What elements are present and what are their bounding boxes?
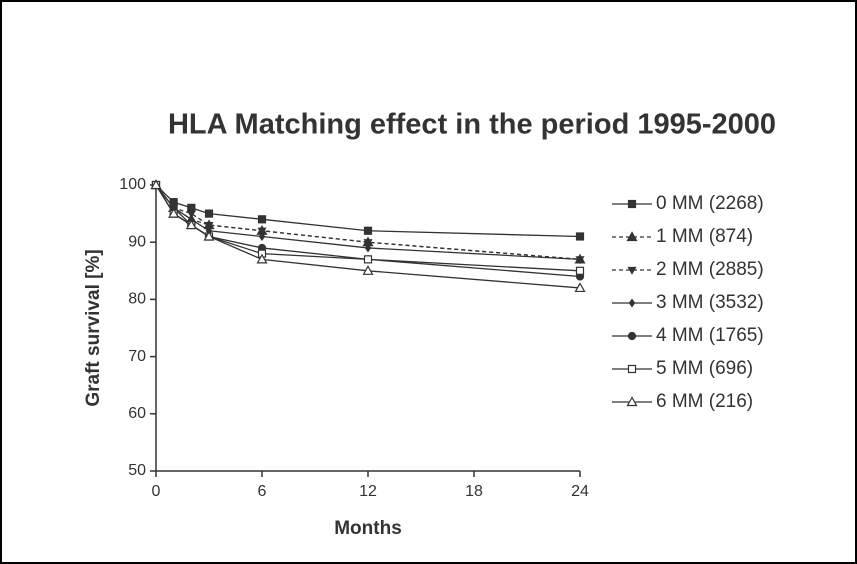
marker: [363, 255, 373, 264]
marker: [363, 226, 373, 235]
marker: [627, 199, 637, 209]
marker: [364, 243, 372, 253]
marker: [576, 254, 584, 264]
marker: [574, 282, 586, 293]
marker: [626, 396, 638, 407]
y-tick-label: 90: [128, 233, 146, 250]
y-tick-label: 50: [128, 462, 146, 479]
legend-label: 0 MM (2268): [656, 193, 764, 214]
legend-label: 1 MM (874): [656, 226, 753, 247]
marker: [204, 209, 214, 218]
marker: [203, 230, 215, 241]
marker: [627, 266, 637, 275]
y-tick-label: 60: [128, 405, 146, 422]
marker: [627, 331, 637, 341]
marker: [258, 231, 266, 242]
legend-label: 5 MM (696): [656, 358, 753, 379]
y-tick-label: 80: [128, 291, 146, 308]
marker: [627, 364, 637, 374]
marker: [256, 253, 268, 264]
x-tick-label: 0: [152, 483, 161, 500]
marker: [204, 221, 214, 230]
y-axis-label: Graft survival [%]: [83, 249, 104, 406]
x-tick-label: 6: [258, 483, 267, 500]
legend-label: 4 MM (1765): [656, 325, 764, 346]
marker: [628, 298, 636, 308]
marker: [168, 207, 180, 218]
legend-label: 6 MM (216): [656, 391, 753, 412]
marker: [257, 227, 267, 236]
chart-title: HLA Matching effect in the period 1995-2…: [168, 109, 776, 141]
marker: [186, 210, 196, 219]
legend-label: 2 MM (2885): [656, 259, 764, 280]
marker: [363, 239, 373, 247]
marker: [575, 266, 585, 275]
x-tick-label: 24: [571, 483, 589, 500]
marker: [187, 203, 196, 212]
marker: [626, 231, 638, 242]
x-tick-label: 12: [359, 483, 377, 500]
legend-label: 3 MM (3532): [656, 292, 764, 313]
marker: [185, 219, 197, 230]
x-axis-label: Months: [334, 518, 402, 539]
y-tick-label: 70: [128, 348, 146, 365]
marker: [362, 265, 374, 275]
marker: [257, 215, 267, 224]
marker: [150, 179, 162, 190]
marker: [575, 232, 585, 241]
y-tick-label: 100: [119, 176, 146, 193]
x-tick-label: 18: [465, 483, 483, 500]
